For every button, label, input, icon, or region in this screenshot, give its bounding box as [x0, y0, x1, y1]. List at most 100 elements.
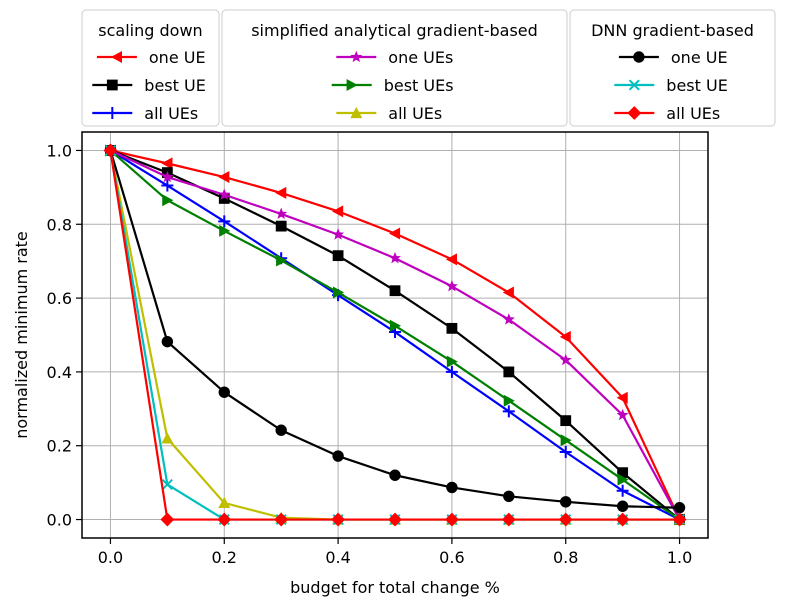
legend-entry: best UEs	[331, 76, 454, 95]
legend-label: best UEs	[384, 76, 454, 95]
legend-title: scaling down	[98, 21, 202, 40]
data-point	[389, 469, 401, 481]
data-point	[559, 330, 571, 343]
y-tick-label: 0.0	[47, 511, 72, 530]
data-point	[218, 215, 231, 228]
series-8	[103, 143, 687, 527]
data-point	[445, 512, 459, 527]
legend-entry: all UEs	[614, 104, 720, 123]
data-point	[559, 353, 572, 366]
legend-entry: best UE	[614, 76, 728, 95]
data-point	[672, 512, 687, 527]
data-point	[276, 254, 288, 267]
data-point	[628, 79, 640, 91]
series-6	[104, 144, 686, 514]
data-point	[446, 322, 458, 334]
data-point	[615, 512, 630, 527]
legend-label: one UEs	[388, 48, 453, 67]
data-point	[161, 432, 174, 444]
data-point	[275, 424, 287, 436]
series-2	[104, 144, 686, 526]
x-tick-label: 1.0	[667, 548, 692, 567]
data-point	[389, 285, 401, 297]
data-point	[616, 484, 629, 497]
data-point	[331, 512, 345, 527]
legend-group-1: simplified analytical gradient-based one …	[221, 9, 568, 127]
data-point	[218, 386, 230, 398]
data-point	[332, 205, 344, 218]
data-point	[389, 251, 401, 264]
data-point	[161, 478, 173, 490]
series-lines	[103, 143, 687, 527]
legend-box	[569, 9, 776, 127]
data-point	[218, 193, 230, 204]
data-point	[503, 490, 515, 502]
data-point	[106, 79, 118, 91]
x-axis-label: budget for total change %	[290, 578, 500, 597]
data-point	[106, 107, 119, 119]
data-point	[389, 227, 401, 240]
legend-box	[81, 9, 220, 127]
data-point	[275, 220, 287, 232]
legend-label: all UEs	[666, 104, 720, 123]
data-point	[389, 319, 401, 332]
data-point	[160, 512, 175, 527]
data-point	[275, 186, 287, 199]
data-point	[332, 250, 344, 262]
data-point	[219, 224, 231, 237]
data-point	[445, 253, 458, 266]
data-point	[502, 313, 515, 325]
x-tick-label: 0.0	[98, 548, 123, 567]
x-tick-label: 0.2	[212, 548, 237, 567]
data-point	[161, 157, 173, 170]
legend-entry: one UEs	[336, 48, 453, 67]
y-tick-label: 0.4	[47, 363, 72, 382]
legend-entry: best UE	[92, 76, 206, 95]
y-tick-label: 0.2	[47, 437, 72, 456]
data-point	[446, 355, 458, 368]
y-axis-label: normalized minimum rate	[12, 231, 31, 439]
data-point	[445, 279, 458, 292]
data-point	[162, 194, 174, 207]
data-point	[502, 405, 515, 418]
data-point	[332, 228, 345, 240]
legend-label: all UEs	[388, 104, 442, 123]
data-point	[503, 394, 515, 407]
data-point	[274, 512, 289, 527]
data-point	[161, 179, 174, 192]
y-tick-label: 0.6	[47, 289, 72, 308]
legend-entry: one UE	[618, 48, 728, 67]
data-point	[217, 512, 232, 527]
legend-title: simplified analytical gradient-based	[251, 21, 538, 40]
data-point	[559, 446, 572, 459]
plot-frame	[81, 131, 709, 539]
legend-label: one UE	[149, 48, 206, 67]
x-tick-label: 0.8	[553, 548, 578, 567]
data-point	[633, 51, 645, 63]
data-point	[560, 496, 572, 508]
legend-entry: one UE	[96, 48, 206, 67]
data-point	[558, 512, 573, 527]
data-point	[501, 512, 516, 527]
data-point	[103, 143, 118, 158]
legend-entry: all UEs	[336, 104, 442, 123]
legend-label: best UE	[666, 76, 728, 95]
legend-box	[221, 9, 568, 127]
data-point	[673, 502, 686, 514]
data-point	[445, 365, 458, 378]
data-point	[627, 106, 642, 120]
data-point	[616, 408, 629, 421]
data-point	[617, 467, 629, 479]
legend-label: one UE	[671, 48, 728, 67]
legend-label: all UEs	[144, 104, 198, 123]
data-point	[332, 286, 345, 299]
data-point	[161, 170, 174, 183]
data-point	[350, 107, 363, 119]
data-point	[388, 512, 402, 527]
data-point	[218, 171, 230, 184]
data-point	[350, 50, 363, 63]
legend-group-0: scaling down one UE best UE all UEs	[81, 9, 220, 127]
data-point	[218, 496, 231, 509]
data-point	[161, 335, 174, 348]
